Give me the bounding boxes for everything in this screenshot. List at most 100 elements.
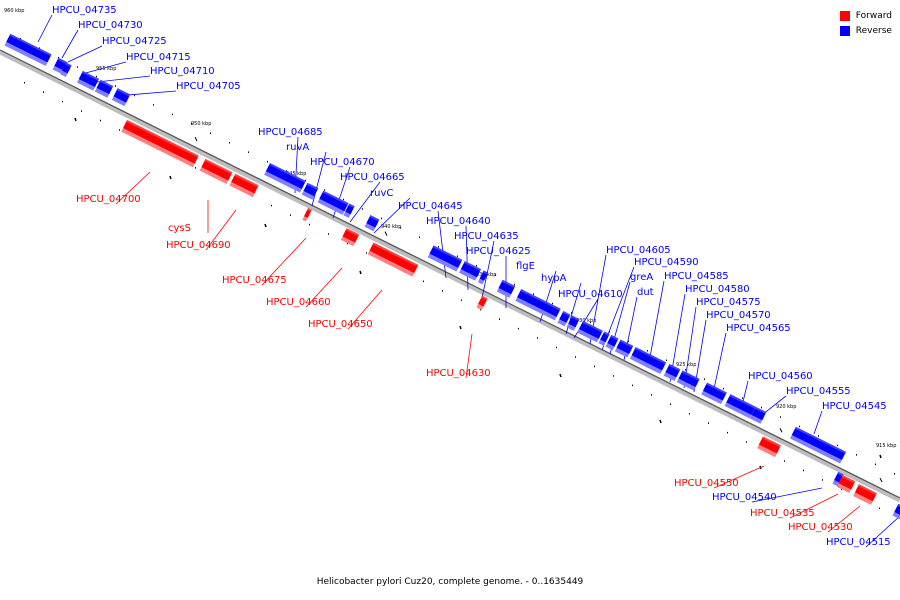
leader-line (713, 465, 765, 489)
gene-label-hpcu-04570: HPCU_04570 (706, 310, 771, 321)
gene-grea (605, 335, 619, 351)
legend-label-reverse: Reverse (855, 25, 892, 36)
gene-label-hpcu-04670: HPCU_04670 (310, 157, 375, 168)
gene-hpcu-04635 (477, 270, 489, 285)
minor-tick-mark (647, 350, 648, 352)
gene-hpcu-04605 (577, 320, 603, 343)
tick-label: 920 kbp (776, 404, 796, 410)
minor-tick-mark (875, 463, 876, 466)
minor-tick-mark (438, 246, 439, 248)
minor-tick-mark (879, 507, 880, 510)
gene-label-cyss: cysS (168, 223, 191, 234)
minor-tick-mark (419, 236, 420, 239)
gene-label-hpcu-04565: HPCU_04565 (726, 323, 791, 334)
minor-tick-mark (423, 280, 424, 283)
gene-label-hpcu-04530: HPCU_04530 (788, 522, 853, 533)
leader-line (465, 225, 469, 291)
minor-tick-mark (457, 255, 458, 257)
minor-tick-mark (134, 94, 135, 97)
minor-tick-mark (533, 293, 534, 295)
gene-label-hpcu-04735: HPCU_04735 (52, 5, 117, 16)
gene-labels: HPCU_04735 HPCU_04730 HPCU_04725 HPCU_04715… (52, 5, 891, 548)
gene-label-hpcu-04730: HPCU_04730 (78, 20, 143, 31)
gene-label-hpcu-04535: HPCU_04535 (750, 508, 815, 519)
gene-hpcu-04585 (629, 347, 667, 374)
minor-tick-mark (822, 479, 823, 481)
gene-hpcu-04725 (60, 62, 72, 78)
forward-swatch (839, 10, 850, 21)
gene-label-hpcu-04705: HPCU_04705 (176, 81, 241, 92)
gene-hpcu-04705 (111, 88, 131, 107)
gene-hpcu-04645 (427, 245, 463, 272)
gene-label-hpcu-04640: HPCU_04640 (426, 216, 491, 227)
minor-tick-mark (632, 384, 633, 387)
leader-line (61, 29, 79, 59)
gene-hpcu-04675 (302, 208, 312, 222)
gene-label-hpcu-04555: HPCU_04555 (786, 386, 851, 397)
leader-line (349, 181, 381, 223)
scale-dash (659, 419, 662, 424)
gene-label-hpcu-04675: HPCU_04675 (222, 275, 287, 286)
leader-line (373, 197, 411, 234)
gene-label-hpcu-04515: HPCU_04515 (826, 537, 891, 548)
gene-hypa (557, 311, 571, 327)
gene-label-hpcu-04645: HPCU_04645 (398, 201, 463, 212)
minor-tick-mark (708, 422, 709, 424)
leader-line (37, 14, 53, 43)
minor-tick-mark (689, 412, 690, 415)
tick-label: 940 kbp (381, 224, 401, 230)
gene-hpcu-04550 (757, 436, 781, 458)
minor-tick-mark (229, 141, 230, 144)
gene-hpcu-04625 (496, 279, 516, 298)
gene-hpcu-04640 (459, 261, 481, 281)
minor-tick-mark (347, 242, 348, 245)
gene-hpcu-04535 (836, 475, 856, 494)
genome-caption: Helicobacter pylori Cuz20, complete geno… (316, 577, 584, 587)
minor-tick-mark (100, 119, 101, 122)
tick-label: 915 kbp (876, 443, 896, 449)
gene-hpcu-04710 (94, 79, 114, 98)
minor-tick-mark (780, 416, 781, 418)
gene-label-hypa: hypA (541, 273, 567, 284)
gene-hpcu-04570 (688, 376, 700, 391)
gene-hpcu-04515 (892, 503, 900, 520)
gene-label-hpcu-04700: HPCU_04700 (76, 194, 141, 205)
scale-dash (559, 373, 562, 378)
scale-tick: 940 kbp (381, 224, 401, 236)
gene-hpcu-04610 (566, 315, 580, 331)
minor-tick-mark (191, 123, 192, 125)
minor-tick-mark (590, 321, 591, 324)
minor-tick-mark (613, 375, 614, 377)
gene-hpcu-04530 (853, 484, 877, 505)
gene-label-hpcu-04590: HPCU_04590 (634, 257, 699, 268)
genome-backbone (0, 49, 900, 503)
minor-tick-mark (723, 387, 724, 390)
gene-label-hpcu-04725: HPCU_04725 (102, 36, 167, 47)
gene-label-ruvc: ruvC (370, 188, 393, 199)
scale-tick: 950 kbp (191, 121, 211, 142)
minor-tick-mark (267, 160, 268, 163)
gene-label-ruva: ruvA (286, 142, 309, 153)
tick-label: 950 kbp (191, 121, 211, 127)
minor-tick-mark (685, 368, 686, 371)
minor-tick-mark (552, 302, 553, 305)
gene-hpcu-04545 (790, 426, 846, 464)
minor-tick-mark (727, 431, 728, 434)
minor-tick-mark (400, 227, 401, 229)
minor-tick-mark (39, 47, 40, 49)
gene-label-hpcu-04550: HPCU_04550 (674, 478, 739, 489)
minor-tick-mark (499, 318, 500, 320)
gene-label-hpcu-04635: HPCU_04635 (454, 231, 519, 242)
minor-tick-mark (476, 264, 477, 267)
gene-label-hpcu-04685: HPCU_04685 (258, 127, 323, 138)
gene-label-hpcu-04630: HPCU_04630 (426, 368, 491, 379)
minor-tick-mark (153, 104, 154, 106)
gene-label-dut: dut (637, 287, 654, 298)
minor-tick-mark (286, 170, 287, 172)
gene-hpcu-04700 (121, 120, 199, 168)
gene-label-hpcu-04715: HPCU_04715 (126, 52, 191, 63)
minor-tick-mark (362, 208, 363, 210)
minor-tick-mark (514, 283, 515, 286)
gene-hpcu-04735 (4, 33, 52, 67)
